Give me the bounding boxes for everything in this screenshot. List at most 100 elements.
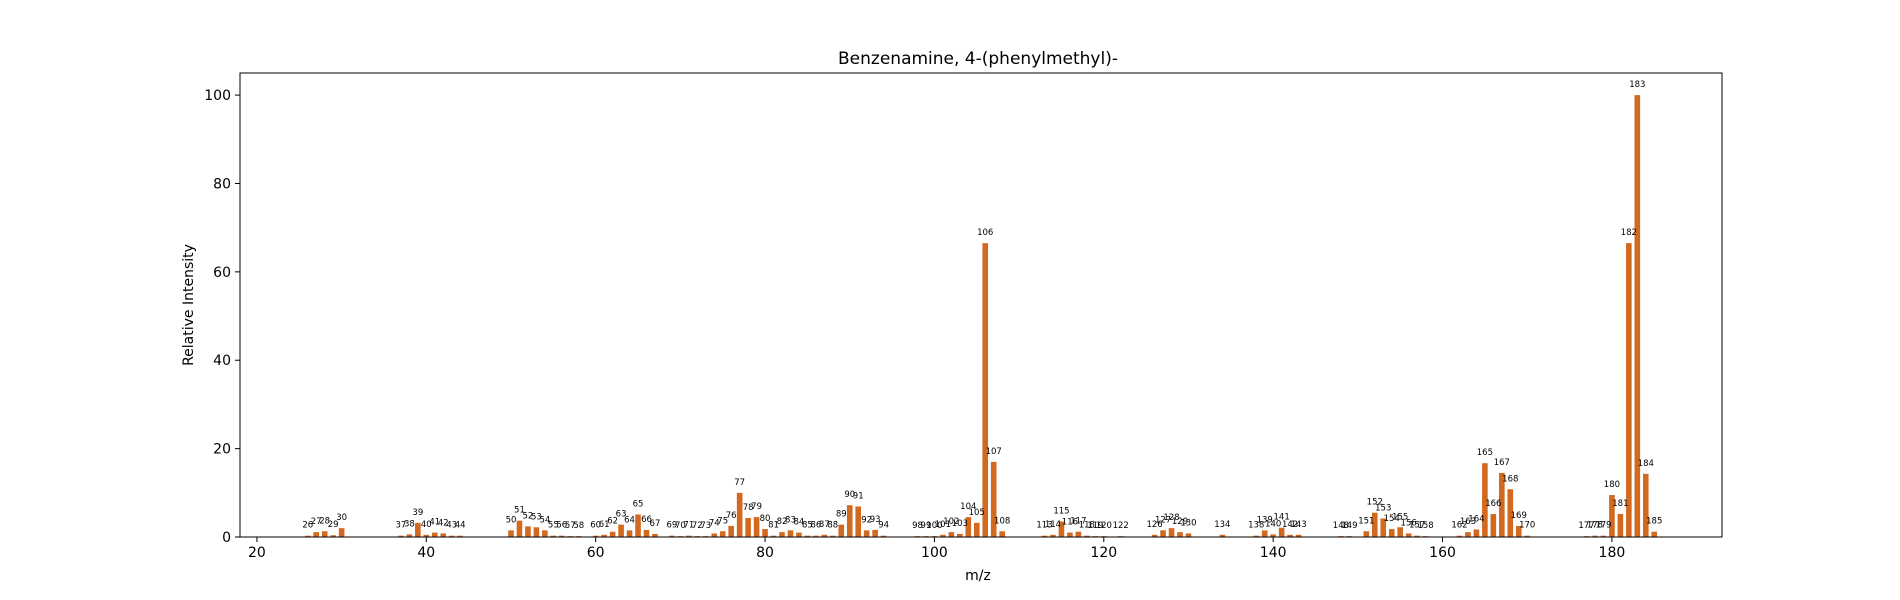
peak-bar	[957, 533, 963, 537]
peak-bar	[965, 517, 972, 537]
chart-title: Benzenamine, 4-(phenylmethyl)-	[838, 49, 1118, 69]
peak-label: 142	[1282, 520, 1298, 530]
peak-bar	[338, 528, 345, 537]
peak-bar	[846, 505, 853, 537]
peak-label: 103	[952, 519, 968, 529]
peak-label: 82	[777, 517, 788, 527]
peak-bar	[1397, 527, 1403, 537]
peak-label: 130	[1180, 518, 1196, 528]
peak-label: 107	[986, 447, 1002, 457]
peak-label: 99	[921, 521, 932, 531]
peak-label: 143	[1290, 520, 1306, 530]
peak-label: 67	[650, 519, 661, 529]
peak-bar	[601, 534, 607, 537]
peak-bar	[508, 530, 514, 537]
peak-label: 62	[607, 517, 618, 527]
peak-label: 114	[1045, 520, 1061, 530]
peak-label: 50	[506, 515, 517, 525]
peak-bar	[1380, 518, 1387, 537]
peak-bar	[1050, 534, 1056, 537]
peak-bar	[1592, 535, 1598, 537]
peak-bar	[1253, 535, 1260, 537]
plot-frame	[239, 72, 1723, 538]
peak-label: 140	[1265, 519, 1281, 529]
peak-label: 126	[1146, 520, 1162, 530]
peak-label: 85	[802, 521, 813, 531]
peak-label: 154	[1384, 514, 1400, 524]
peak-label: 27	[311, 517, 322, 527]
peak-label: 70	[675, 521, 686, 531]
peak-label: 52	[523, 511, 534, 521]
peak-bar	[990, 461, 997, 537]
peak-label: 129	[1172, 517, 1188, 527]
peak-bar	[398, 535, 404, 537]
peak-label: 166	[1485, 499, 1501, 509]
peak-label: 106	[977, 228, 993, 238]
peak-label: 181	[1612, 499, 1628, 509]
peak-bar	[423, 534, 430, 537]
peak-bar	[830, 535, 836, 537]
peak-label: 42	[438, 518, 449, 528]
peak-label: 54	[539, 515, 550, 525]
peak-label: 30	[336, 513, 347, 523]
peak-label: 71	[683, 521, 694, 531]
peak-bar	[1219, 534, 1226, 537]
peak-bar	[1287, 534, 1293, 537]
peak-label: 83	[785, 515, 796, 525]
y-tick-label: 40	[213, 353, 231, 369]
peak-bar	[838, 524, 845, 537]
peak-label: 177	[1578, 521, 1594, 531]
peak-bar	[1482, 463, 1488, 537]
peak-label: 105	[969, 508, 985, 518]
peak-label: 138	[1248, 521, 1264, 531]
peak-bar	[1295, 534, 1302, 537]
peak-bar	[669, 535, 675, 537]
peak-label: 148	[1333, 521, 1349, 531]
peak-label: 180	[1604, 480, 1620, 490]
x-axis-label: m/z	[965, 568, 991, 584]
peak-label: 92	[861, 515, 872, 525]
peak-label: 66	[641, 515, 652, 525]
peak-bar	[330, 535, 336, 537]
peak-label: 120	[1096, 521, 1112, 531]
peak-label: 39	[412, 508, 423, 518]
peak-label: 56	[556, 521, 567, 531]
peak-bar	[1151, 534, 1158, 537]
peak-bar	[719, 531, 726, 537]
peak-bar	[626, 530, 633, 537]
peak-label: 53	[531, 512, 542, 522]
x-tick-label: 80	[756, 545, 774, 561]
peak-bar	[1084, 535, 1090, 537]
peak-label: 55	[548, 521, 559, 531]
peak-bar	[1642, 473, 1649, 537]
x-tick-label: 20	[248, 545, 266, 561]
peak-bar	[542, 530, 548, 537]
peak-label: 89	[836, 510, 847, 520]
peak-bar	[415, 522, 421, 537]
peak-bar	[1270, 534, 1276, 537]
peak-label: 93	[870, 515, 881, 525]
peak-label: 184	[1638, 459, 1654, 469]
peak-label: 61	[599, 520, 610, 530]
peak-label: 78	[743, 503, 754, 513]
peak-label: 167	[1494, 458, 1510, 468]
y-axis-label: Relative Intensity	[181, 244, 197, 366]
peak-bar	[559, 535, 565, 537]
peak-bar	[1634, 95, 1641, 537]
peak-bar	[1515, 525, 1522, 537]
peak-bar	[440, 533, 447, 537]
peak-label: 183	[1629, 80, 1645, 90]
peak-label: 87	[819, 520, 830, 530]
peak-bar	[1168, 528, 1175, 537]
peak-bar	[635, 514, 641, 537]
peak-label: 94	[878, 521, 889, 531]
peak-label: 38	[404, 519, 415, 529]
peak-bar	[1177, 532, 1183, 537]
peak-bar	[1626, 243, 1632, 537]
peak-bar	[321, 531, 328, 537]
peak-bar	[1600, 535, 1607, 537]
peak-bar	[762, 529, 768, 537]
x-tick-label: 40	[417, 545, 435, 561]
peak-label: 29	[328, 520, 339, 530]
